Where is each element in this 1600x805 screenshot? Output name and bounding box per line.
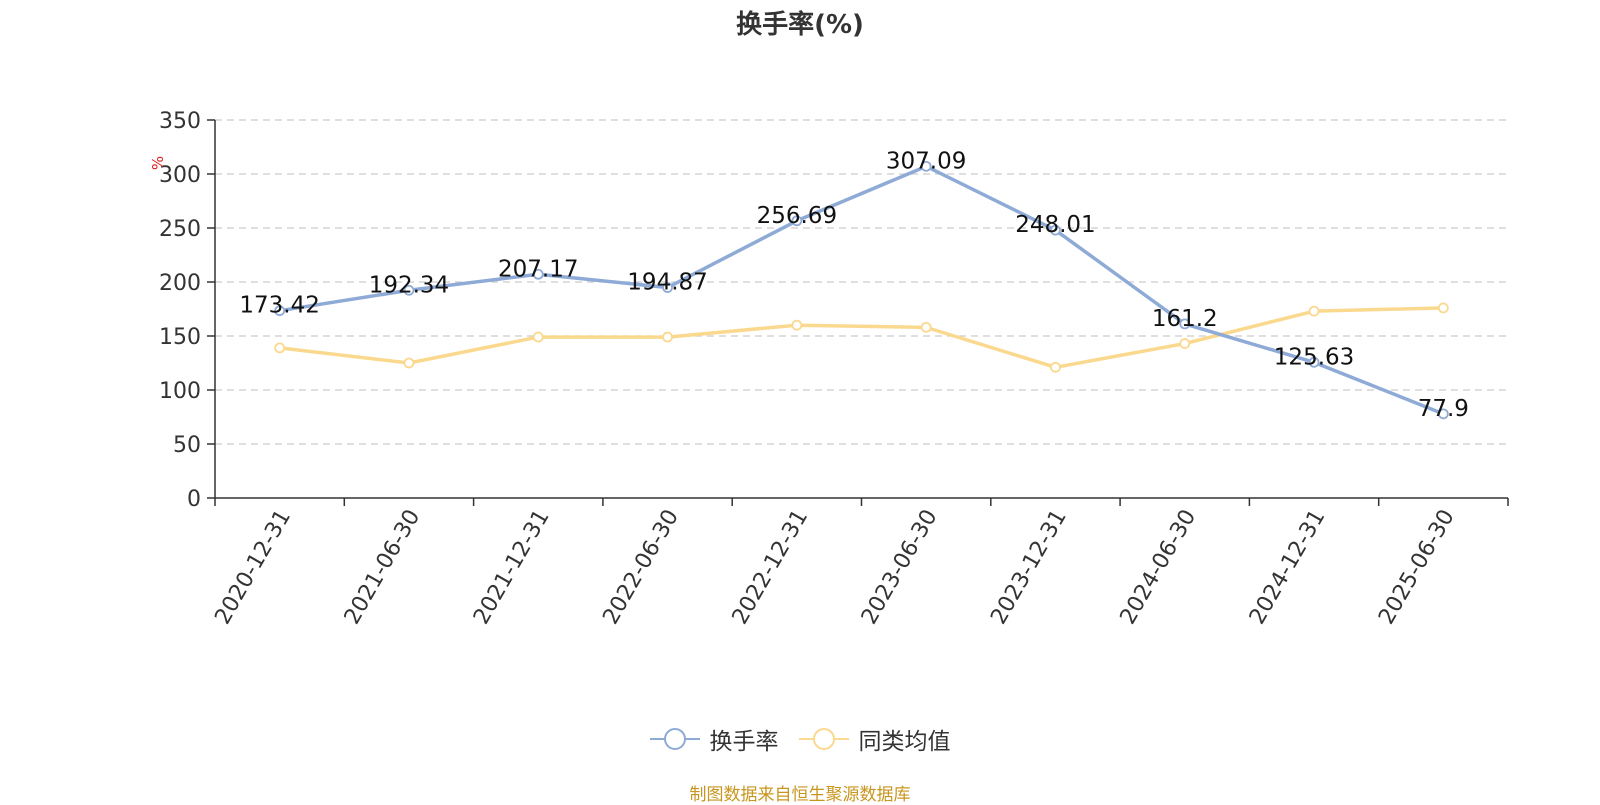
data-point-series-1: [1308, 305, 1320, 317]
data-label: 307.09: [886, 148, 966, 174]
chart-title: 换手率(%): [736, 10, 864, 40]
source-note: 制图数据来自恒生聚源数据库: [689, 785, 911, 805]
data-point-series-0: [1437, 408, 1449, 420]
data-label: 125.63: [1274, 344, 1354, 370]
x-tick-label: 2021-06-30: [340, 506, 426, 629]
y-tick-label: 0: [187, 487, 201, 512]
data-label: 77.9: [1418, 396, 1469, 422]
series-line-1: [279, 306, 1444, 370]
data-point-series-0: [662, 282, 673, 293]
legend-marker-series-1: [798, 728, 849, 750]
data-point-series-1: [274, 342, 286, 354]
data-point-series-1: [403, 357, 415, 369]
y-tick-label: 150: [159, 325, 201, 350]
legend-label-series-1: 同类均值: [858, 729, 951, 755]
y-tick-label: 250: [159, 217, 201, 242]
series-line-0: [279, 164, 1444, 416]
x-tick-label: 2023-06-30: [857, 506, 943, 629]
data-label: 248.01: [1015, 212, 1095, 238]
data-label: 192.34: [369, 272, 449, 298]
data-point-series-1: [532, 331, 544, 343]
data-label: 161.2: [1152, 306, 1218, 332]
data-point-series-1: [791, 319, 803, 331]
data-labels: 173.42 192.34 207.17 194.87 256.69 307.09 248.…: [239, 148, 1469, 422]
x-tick-label: 2020-12-31: [210, 506, 296, 629]
data-point-series-1: [920, 321, 932, 333]
x-tick-label: 2023-12-31: [986, 506, 1072, 629]
data-label: 194.87: [627, 270, 707, 296]
data-point-series-1: [662, 331, 673, 343]
data-point-series-0: [1308, 356, 1320, 368]
x-tick-label: 2024-12-31: [1245, 506, 1331, 629]
x-tick-label: 2022-12-31: [728, 506, 814, 629]
data-point-series-0: [532, 268, 544, 280]
legend: 换手率 同类均值: [0, 722, 1600, 756]
data-point-series-1: [1050, 361, 1061, 373]
data-label: 207.17: [498, 256, 578, 282]
x-tick-label: 2025-06-30: [1374, 506, 1460, 629]
data-point-series-1: [1437, 302, 1449, 314]
legend-item-series-1[interactable]: 同类均值: [798, 722, 951, 756]
data-point-series-0: [920, 160, 932, 172]
y-tick-label: 200: [159, 271, 201, 296]
x-tick-label: 2022-06-30: [598, 506, 684, 629]
x-tick-label: 2024-06-30: [1116, 506, 1202, 629]
y-tick-label: 50: [173, 433, 201, 458]
legend-marker-series-0: [649, 728, 700, 750]
x-tick-label: 2021-12-31: [469, 506, 555, 629]
data-point-series-0: [1050, 224, 1061, 236]
data-point-series-0: [274, 305, 286, 317]
data-point-series-0: [403, 284, 415, 296]
data-point-series-1: [1179, 338, 1191, 349]
series: [274, 160, 1449, 420]
legend-label-series-0: 换手率: [709, 729, 779, 755]
data-point-series-0: [1179, 318, 1191, 330]
y-tick-label: 350: [159, 109, 201, 134]
y-tick-label: 300: [159, 163, 201, 188]
data-label: 173.42: [239, 293, 319, 319]
legend-item-series-0[interactable]: 换手率: [649, 722, 779, 756]
y-axis-unit-label: %: [149, 156, 167, 170]
y-tick-label: 100: [159, 379, 201, 404]
data-label: 256.69: [757, 203, 837, 229]
data-point-series-0: [791, 215, 803, 227]
